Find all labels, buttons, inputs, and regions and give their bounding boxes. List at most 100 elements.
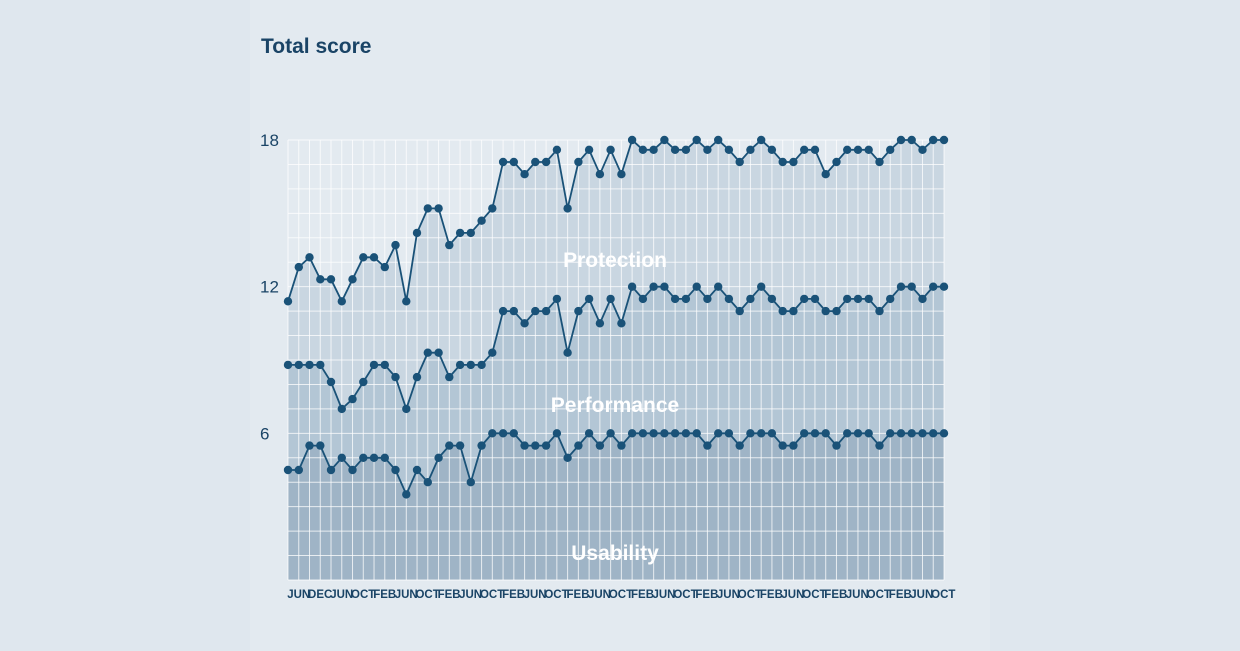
performance-point <box>520 319 529 328</box>
usability-point <box>402 490 411 499</box>
usability-point <box>627 429 637 438</box>
protection-point <box>660 135 669 145</box>
performance-point <box>875 306 884 316</box>
usability-point <box>929 429 938 438</box>
x-tick-label: FEB <box>373 589 396 601</box>
protection-point <box>703 145 712 154</box>
protection-point <box>391 240 400 250</box>
usability-point <box>853 429 863 438</box>
protection-point <box>337 297 346 306</box>
usability-point <box>800 429 809 438</box>
protection-point <box>670 145 680 154</box>
usability-point <box>574 441 583 450</box>
x-tick-label: OCT <box>415 589 439 601</box>
usability-point <box>531 441 540 450</box>
performance-point <box>283 360 293 370</box>
performance-point <box>466 360 475 370</box>
chart-title: Total score <box>261 35 371 58</box>
usability-point <box>326 465 336 475</box>
protection-point <box>380 262 389 272</box>
y-axis-ticks: 6 12 18 <box>260 131 279 443</box>
x-tick-label: JUN <box>588 589 611 601</box>
x-tick-label: JUN <box>330 589 353 601</box>
y-tick-label: 12 <box>260 278 279 297</box>
usability-point <box>746 429 755 438</box>
protection-point <box>832 157 841 167</box>
protection-point <box>359 253 368 262</box>
performance-point <box>757 282 766 291</box>
performance-point <box>412 372 422 382</box>
protection-point <box>757 135 766 145</box>
protection-point <box>939 135 949 145</box>
x-tick-label: OCT <box>673 589 697 601</box>
protection-point <box>477 216 486 225</box>
protection-point <box>692 135 701 145</box>
performance-point <box>498 306 508 316</box>
performance-point <box>305 360 314 370</box>
y-tick-label: 6 <box>260 424 269 443</box>
protection-point <box>918 145 927 154</box>
x-tick-label: OCT <box>867 589 891 601</box>
usability-point <box>778 441 787 450</box>
performance-point <box>670 294 680 304</box>
usability-point <box>509 429 518 438</box>
performance-point <box>552 294 562 304</box>
performance-point <box>789 306 798 316</box>
usability-point <box>939 429 949 438</box>
protection-point <box>843 145 852 154</box>
usability-point <box>649 429 658 438</box>
usability-point <box>498 429 508 438</box>
usability-point <box>660 429 669 438</box>
performance-point <box>627 282 637 291</box>
band-label-usability: Usability <box>571 542 659 565</box>
band-label-protection: Protection <box>563 249 667 272</box>
protection-point <box>412 228 422 238</box>
usability-point <box>595 441 605 450</box>
x-tick-label: JUN <box>524 589 547 601</box>
x-tick-label: OCT <box>931 589 955 601</box>
protection-point <box>800 145 809 154</box>
protection-point <box>445 240 454 250</box>
performance-point <box>832 306 841 316</box>
usability-point <box>412 465 422 475</box>
performance-point <box>843 294 852 304</box>
y-tick-label: 18 <box>260 131 279 150</box>
protection-point <box>488 204 497 213</box>
usability-point <box>445 441 454 450</box>
x-tick-label: FEB <box>438 589 461 601</box>
performance-point <box>735 306 744 316</box>
performance-point <box>380 360 389 370</box>
x-tick-label: OCT <box>480 589 504 601</box>
x-tick-label: FEB <box>567 589 590 601</box>
usability-point <box>918 429 927 438</box>
usability-point <box>294 465 303 475</box>
performance-point <box>294 360 303 370</box>
usability-point <box>423 478 432 487</box>
usability-point <box>584 429 594 438</box>
performance-point <box>896 282 906 291</box>
series-layer <box>283 135 949 499</box>
x-axis-ticks: JUNDECJUNOCTFEBJUNOCTFEBJUNOCTFEBJUNOCTF… <box>287 589 955 601</box>
x-tick-label: JUN <box>459 589 482 601</box>
protection-point <box>466 228 475 238</box>
usability-point <box>541 441 551 450</box>
usability-point <box>520 441 529 450</box>
usability-point <box>488 429 497 438</box>
usability-point <box>316 441 325 450</box>
usability-point <box>681 429 691 438</box>
protection-point <box>896 135 906 145</box>
band-label-performance: Performance <box>551 394 679 417</box>
performance-point <box>778 306 787 316</box>
usability-point <box>305 441 314 450</box>
protection-point <box>617 170 626 179</box>
protection-point <box>681 145 691 154</box>
performance-point <box>455 360 465 370</box>
performance-point <box>821 306 830 316</box>
x-tick-label: JUN <box>717 589 740 601</box>
x-tick-label: OCT <box>544 589 568 601</box>
usability-point <box>337 453 346 462</box>
performance-point <box>445 372 454 382</box>
performance-point <box>348 394 357 404</box>
usability-point <box>348 465 357 475</box>
